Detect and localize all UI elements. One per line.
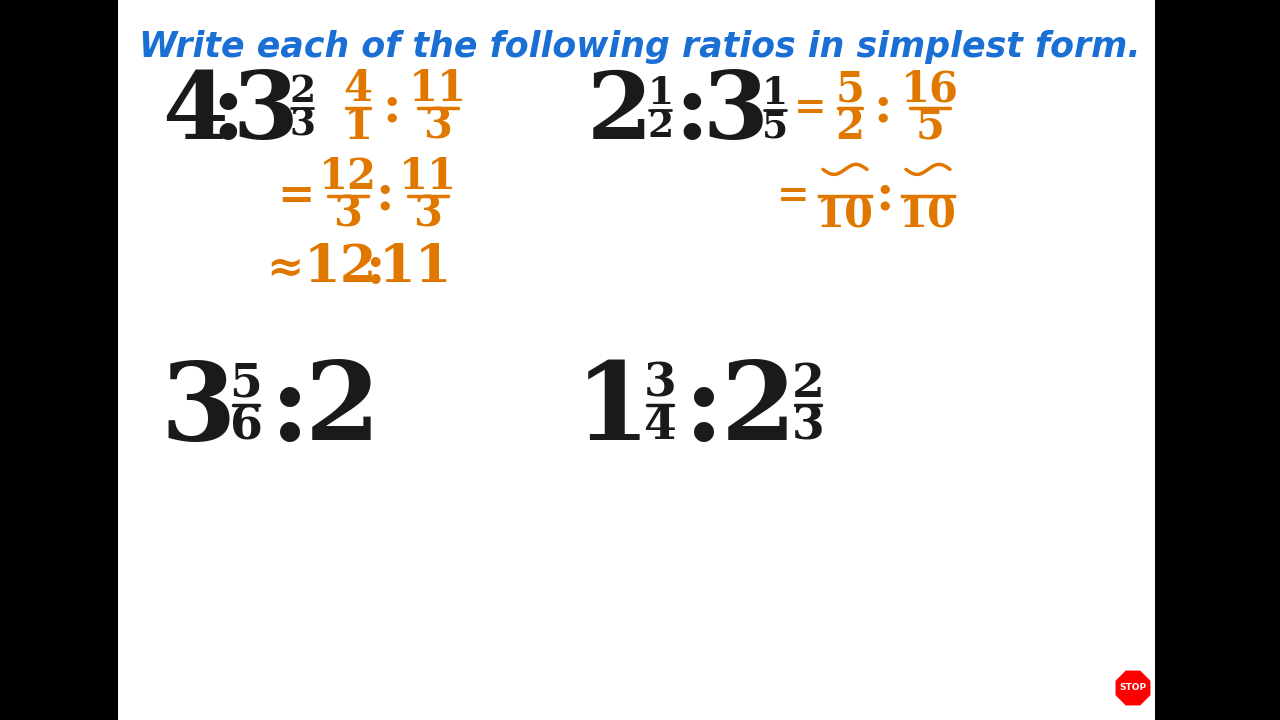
Text: 16: 16 [901, 68, 959, 110]
Text: :: : [383, 84, 401, 132]
Text: Write each of the following ratios in simplest form.: Write each of the following ratios in si… [140, 30, 1140, 64]
Text: 2: 2 [721, 357, 796, 463]
Polygon shape [1115, 670, 1152, 706]
Text: 11: 11 [399, 156, 457, 199]
Text: =: = [794, 89, 827, 127]
Text: 5: 5 [762, 108, 788, 145]
Text: 11: 11 [410, 68, 467, 110]
Text: ≈: ≈ [266, 246, 303, 289]
Text: 3: 3 [424, 106, 452, 148]
Text: 3: 3 [232, 68, 298, 158]
Text: 1: 1 [646, 75, 673, 112]
Text: 2: 2 [289, 73, 315, 109]
Text: 4: 4 [644, 403, 676, 449]
Text: 1: 1 [343, 106, 372, 148]
Text: 2: 2 [836, 106, 864, 148]
Text: =: = [278, 174, 315, 217]
Text: 10: 10 [817, 194, 874, 235]
Text: 3: 3 [791, 403, 824, 449]
Text: 2: 2 [646, 108, 673, 145]
Text: 12: 12 [319, 156, 378, 199]
Text: 3: 3 [289, 107, 315, 143]
Text: 5: 5 [915, 106, 945, 148]
Text: :: : [211, 68, 246, 158]
Text: 3: 3 [644, 361, 676, 407]
Text: :: : [874, 84, 892, 132]
Bar [1155, 0, 1280, 720]
Text: 3: 3 [703, 68, 768, 158]
Text: :: : [365, 243, 385, 294]
Text: 5: 5 [836, 68, 864, 110]
Text: 4: 4 [343, 68, 372, 110]
Text: :: : [270, 357, 310, 463]
Text: 11: 11 [379, 243, 452, 294]
Text: 12: 12 [303, 243, 376, 294]
Text: =: = [777, 177, 809, 215]
Text: 5: 5 [229, 361, 262, 407]
Text: 3: 3 [413, 194, 443, 235]
Text: :: : [684, 357, 724, 463]
Text: 3: 3 [334, 194, 362, 235]
Text: :: : [876, 171, 895, 220]
Text: 1: 1 [762, 75, 788, 112]
Text: :: : [675, 68, 709, 158]
Text: STOP: STOP [1120, 683, 1147, 693]
Text: 3: 3 [160, 357, 236, 463]
Text: 10: 10 [899, 194, 957, 235]
Text: 2: 2 [791, 361, 824, 407]
Text: :: : [376, 171, 394, 220]
Text: 6: 6 [229, 403, 262, 449]
Text: 2: 2 [588, 68, 653, 158]
Text: 4: 4 [163, 68, 228, 158]
Text: 1: 1 [575, 357, 650, 463]
Text: 2: 2 [305, 357, 380, 463]
Bar [0, 0, 118, 720]
